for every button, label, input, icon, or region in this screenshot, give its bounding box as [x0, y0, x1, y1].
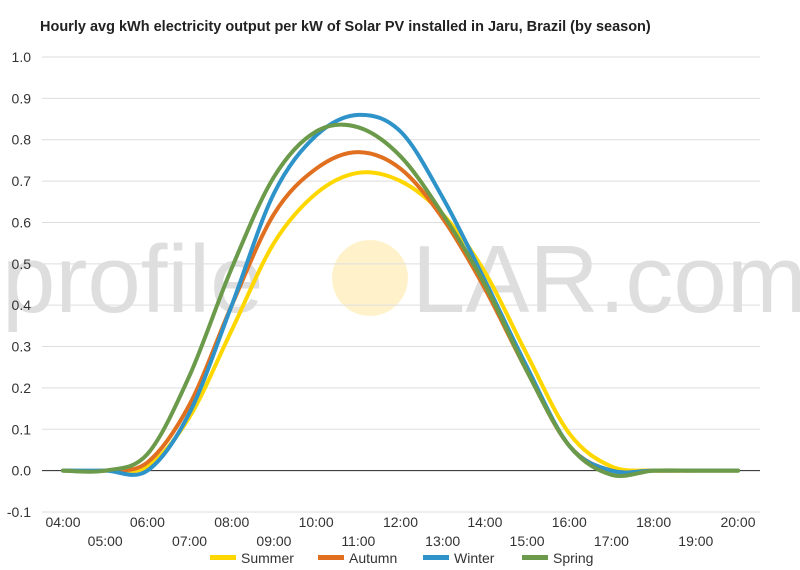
legend-swatch-summer [210, 555, 236, 560]
y-tick-label: 0.0 [12, 463, 32, 479]
chart-title: Hourly avg kWh electricity output per kW… [40, 19, 651, 35]
x-tick-label: 10:00 [299, 514, 334, 530]
watermark-text-right: LAR.com [412, 226, 800, 333]
y-tick-label: 0.7 [12, 173, 32, 189]
x-tick-label: 15:00 [510, 533, 545, 549]
x-tick-label: 05:00 [88, 533, 123, 549]
x-tick-label: 19:00 [678, 533, 713, 549]
legend-label-autumn: Autumn [349, 550, 397, 566]
legend-label-winter: Winter [454, 550, 495, 566]
y-tick-label: 0.2 [12, 380, 32, 396]
x-tick-label: 04:00 [45, 514, 80, 530]
series-line-spring [61, 122, 740, 478]
series-line-winter [61, 112, 740, 477]
x-tick-label: 20:00 [720, 514, 755, 530]
x-tick-label: 12:00 [383, 514, 418, 530]
x-tick-label: 13:00 [425, 533, 460, 549]
y-tick-label: 0.8 [12, 132, 32, 148]
y-tick-label: 0.3 [12, 339, 32, 355]
x-tick-label: 09:00 [256, 533, 291, 549]
x-tick-label: 08:00 [214, 514, 249, 530]
x-tick-label: 11:00 [341, 533, 375, 549]
x-tick-label: 16:00 [552, 514, 587, 530]
x-tick-label: 18:00 [636, 514, 671, 530]
y-tick-label: 0.4 [12, 297, 32, 313]
x-tick-label: 14:00 [467, 514, 502, 530]
y-tick-label: 1.0 [12, 49, 32, 65]
y-tick-label: 0.5 [12, 256, 32, 272]
watermark-sun-icon [332, 240, 408, 316]
watermark-text-left: profile [2, 226, 263, 333]
legend-swatch-autumn [318, 555, 344, 560]
x-tick-label: 17:00 [594, 533, 629, 549]
y-tick-label: -0.1 [7, 504, 31, 520]
y-tick-label: 0.9 [12, 90, 32, 106]
x-tick-label: 07:00 [172, 533, 207, 549]
x-tick-label: 06:00 [130, 514, 165, 530]
y-tick-label: 0.1 [12, 421, 32, 437]
legend-label-summer: Summer [241, 550, 294, 566]
legend-swatch-spring [522, 555, 548, 560]
legend-label-spring: Spring [553, 550, 593, 566]
legend-swatch-winter [423, 555, 449, 560]
y-tick-label: 0.6 [12, 214, 32, 230]
